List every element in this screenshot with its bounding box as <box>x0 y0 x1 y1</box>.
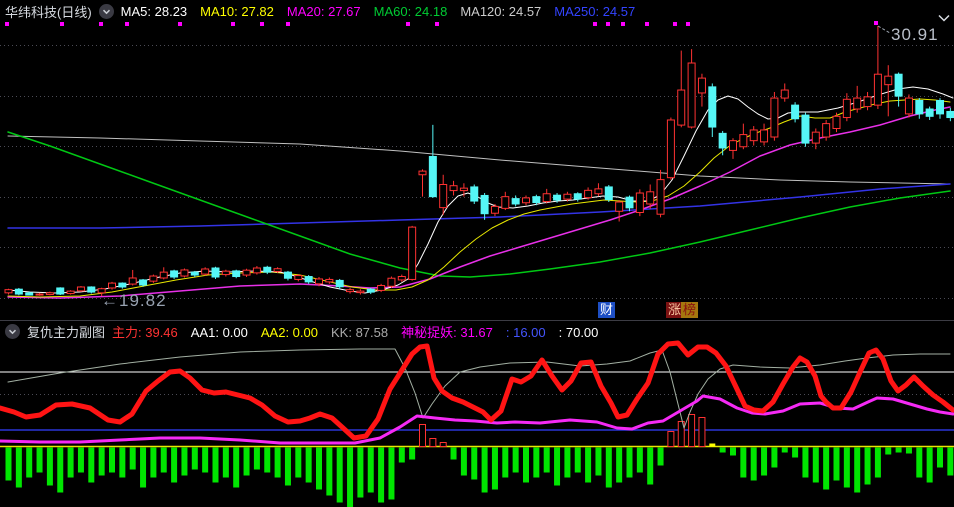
ma-legend: MA5: 28.23 MA10: 27.82 MA20: 27.67 MA60: 24… <box>121 4 649 19</box>
indicator-legend-item-0: 主力: 39.46 <box>112 324 178 340</box>
indicator-title: 复仇主力副图 <box>27 324 106 340</box>
sub-header: 复仇主力副图 主力: 39.46 AA1: 0.00 AA2: 0.00 KK: 87… <box>5 321 611 341</box>
panel-chevron-icon[interactable] <box>937 10 951 28</box>
indicator-legend-item-4: 神秘捉妖: 31.67 <box>401 324 493 340</box>
indicator-legend-item-3: KK: 87.58 <box>331 324 389 340</box>
price-annotation-0: 30.91 <box>891 25 939 44</box>
marker-badge-0[interactable]: 财 <box>598 302 616 318</box>
main-header: 华纬科技(日线) MA5: 28.23 MA10: 27.82 MA20: 27.6… <box>5 1 648 21</box>
stock-title: 华纬科技(日线) <box>5 4 92 20</box>
ma-legend-item-0: MA5: 28.23 <box>120 3 188 19</box>
indicator-legend: 主力: 39.46 AA1: 0.00 AA2: 0.00 KK: 87.58 神秘捉妖… <box>112 322 611 341</box>
main-collapse-chevron-icon[interactable] <box>98 3 114 19</box>
indicator-legend-item-6: : 70.00 <box>558 324 599 340</box>
marker-badge-2[interactable]: 榜 <box>681 302 699 318</box>
sub-collapse-chevron-icon[interactable] <box>5 323 20 339</box>
ma-legend-item-2: MA20: 27.67 <box>286 3 361 19</box>
price-annotation-1: ←19.82 <box>101 291 167 310</box>
ma-legend-item-5: MA250: 24.57 <box>554 3 636 19</box>
indicator-legend-item-5: : 16.00 <box>505 324 546 340</box>
ma-legend-item-1: MA10: 27.82 <box>200 3 274 19</box>
indicator-legend-item-2: AA2: 0.00 <box>260 324 318 340</box>
ma-legend-item-4: MA120: 24.57 <box>460 3 542 19</box>
ma-legend-item-3: MA60: 24.18 <box>373 3 448 19</box>
marker-badge-1[interactable]: 涨 <box>666 302 684 318</box>
indicator-legend-item-1: AA1: 0.00 <box>190 324 248 340</box>
